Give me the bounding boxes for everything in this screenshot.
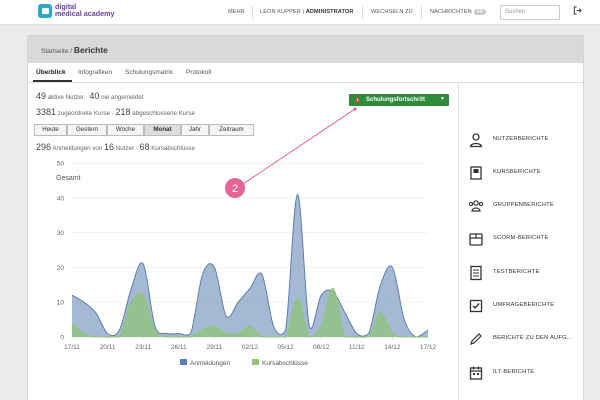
search-input[interactable]: Suchen <box>500 5 560 20</box>
sidebar-item-label: GRUPPENBERICHTE <box>493 202 554 208</box>
user-role: ADMINISTRATOR <box>305 9 354 15</box>
stat-text: Kursabschlüsse <box>149 145 195 152</box>
sidebar-item-label: NUTZERBERICHTE <box>493 136 549 142</box>
nav-messages[interactable]: NACHRICHTEN 46 <box>430 9 486 15</box>
chevron-down-icon: ▼ <box>440 96 445 102</box>
breadcrumb: Startseite / Berichte <box>41 45 108 55</box>
stat-active-users: 49 <box>36 91 47 101</box>
nav-divider <box>421 6 422 19</box>
sidebar-item-label: BERICHTE ZU DEN AUFG... <box>493 335 573 341</box>
sidebar-item-ilt-reports[interactable]: ILT-BERICHTE <box>459 361 584 383</box>
logo-icon <box>38 4 52 18</box>
logo-line-1: digital <box>55 2 77 11</box>
stat-text: zugeordnete Kurse · <box>56 110 116 117</box>
logout-icon[interactable] <box>573 6 582 17</box>
training-progress-label: Schulungsfortschritt <box>366 97 426 103</box>
sidebar-item-scorm-reports[interactable]: SCORM-BERICHTE <box>459 227 584 249</box>
stat-enrollments: 296 Anmeldungen von 16 Nutzer · 68 Kursa… <box>36 142 195 152</box>
stat-text: aktive Nutzer · <box>46 94 90 101</box>
sidebar-item-label: ILT-BERICHTE <box>493 369 535 375</box>
user-separator: | <box>300 9 306 15</box>
tab-infographics[interactable]: Infografiken <box>78 69 112 76</box>
sidebar-item-label: TESTBERICHTE <box>493 269 540 275</box>
range-month-button[interactable]: Monat <box>144 124 181 136</box>
report-sidebar: NUTZERBERICHTE KURSBERICHTE GRUPPENBERIC… <box>458 83 583 400</box>
book-icon <box>470 166 482 180</box>
tab-overview[interactable]: Überblick <box>36 69 66 76</box>
sidebar-item-label: SCORM-BERICHTE <box>493 235 549 241</box>
stat-text: Anmeldungen von <box>51 145 105 152</box>
nav-switch[interactable]: WECHSELN ZU <box>371 9 413 15</box>
nav-more[interactable]: MEHR <box>228 9 245 15</box>
range-today-button[interactable]: Heute <box>34 124 67 136</box>
group-icon <box>468 200 484 212</box>
stat-users: 49 aktive Nutzer · 40 nie angemeldet <box>36 91 143 101</box>
sidebar-item-group-reports[interactable]: GRUPPENBERICHTE <box>459 194 584 216</box>
active-tab-indicator <box>33 80 72 82</box>
range-week-button[interactable]: Woche <box>107 124 144 136</box>
tab-log[interactable]: Protokoll <box>186 69 212 76</box>
stat-completed-courses: 218 <box>115 107 131 117</box>
page-title: Berichte <box>73 45 108 55</box>
sidebar-item-assignment-reports[interactable]: BERICHTE ZU DEN AUFG... <box>459 327 584 349</box>
tab-training-matrix[interactable]: Schulungsmatrix <box>125 69 174 76</box>
top-navbar: digital medical academy MEHR LEON KUPPER… <box>0 0 600 25</box>
messages-label: NACHRICHTEN <box>430 9 472 15</box>
messages-count-badge: 46 <box>473 9 486 15</box>
nav-user-menu[interactable]: LEON KUPPER | ADMINISTRATOR <box>260 9 353 15</box>
list-icon <box>470 265 482 281</box>
checkbox-icon <box>469 299 483 313</box>
nav-divider <box>362 6 363 19</box>
app-logo[interactable]: digital medical academy <box>38 2 138 22</box>
training-progress-button[interactable]: Schulungsfortschritt ▼ <box>349 94 449 106</box>
sidebar-item-course-reports[interactable]: KURSBERICHTE <box>459 161 584 183</box>
nav-divider <box>252 6 253 19</box>
reports-panel: Startseite / Berichte Überblick Infograf… <box>27 35 584 400</box>
stat-enrollment-count: 296 <box>36 142 52 152</box>
calendar-icon <box>469 366 483 380</box>
sidebar-item-label: KURSBERICHTE <box>493 169 541 175</box>
sidebar-item-survey-reports[interactable]: UMFRAGEBERICHTE <box>459 294 584 316</box>
range-yesterday-button[interactable]: Gestern <box>67 124 107 136</box>
stat-user-count: 16 <box>104 142 115 152</box>
stat-text: nie angemeldet <box>99 94 144 101</box>
user-icon <box>469 133 483 148</box>
breadcrumb-home[interactable]: Startseite <box>41 48 69 55</box>
sidebar-item-test-reports[interactable]: TESTBERICHTE <box>459 261 584 283</box>
stat-assigned-courses: 3381 <box>36 107 57 117</box>
user-name: LEON KUPPER <box>260 9 301 15</box>
pencil-icon <box>470 333 482 345</box>
panel-header: Startseite / Berichte <box>28 36 583 63</box>
stat-courses: 3381 zugeordnete Kurse · 218 abgeschloss… <box>36 107 195 117</box>
range-year-button[interactable]: Jahr <box>181 124 209 136</box>
warning-chart-icon <box>354 96 361 103</box>
breadcrumb-separator: / <box>68 48 74 55</box>
range-custom-button[interactable]: Zeitraum <box>209 124 254 136</box>
sidebar-item-user-reports[interactable]: NUTZERBERICHTE <box>459 128 584 150</box>
stat-text: abgeschlossene Kurse <box>130 110 195 117</box>
stat-completion-count: 68 <box>139 142 150 152</box>
stat-text: Nutzer · <box>114 145 140 152</box>
logo-line-2: medical academy <box>55 9 115 18</box>
tab-bar: Überblick Infografiken Schulungsmatrix P… <box>28 63 583 83</box>
box-icon <box>469 233 483 246</box>
sidebar-item-label: UMFRAGEBERICHTE <box>493 302 555 308</box>
stat-never-logged-in: 40 <box>89 91 100 101</box>
